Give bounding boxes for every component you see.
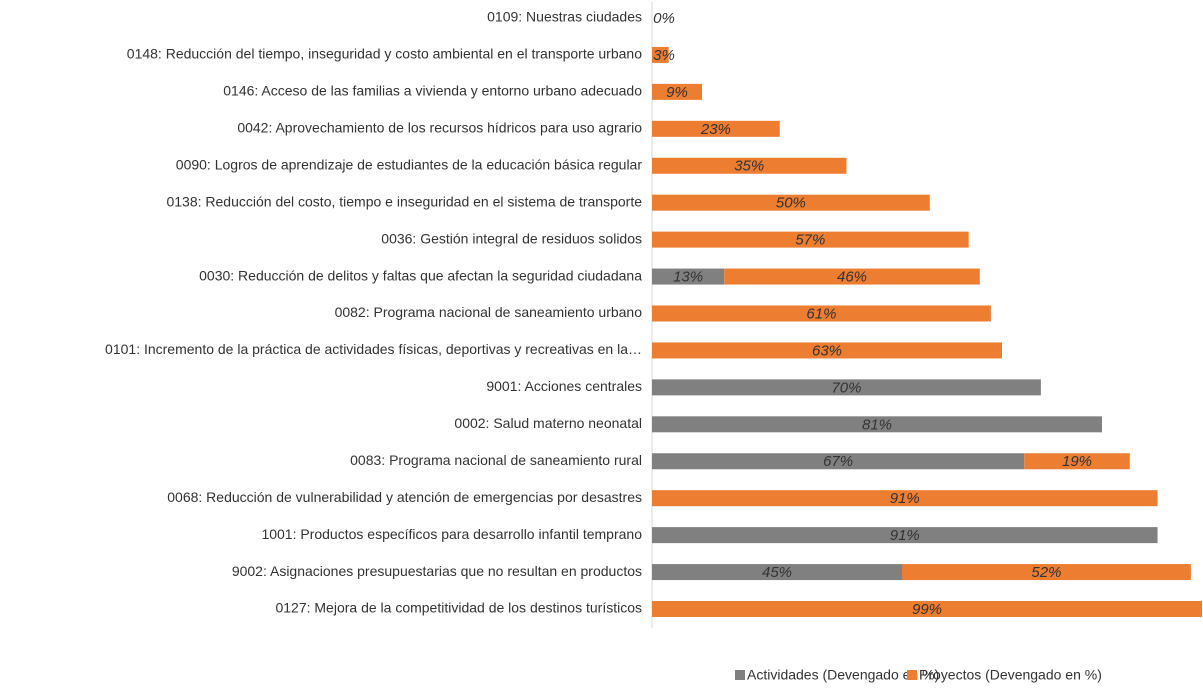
bar-segment [652,231,969,248]
category-label: 0127: Mejora de la competitividad de los… [275,600,642,616]
value-label: 13% [673,269,703,286]
category-label: 0082: Programa nacional de saneamiento u… [335,304,643,320]
bar-segment [652,157,847,174]
category-label: 0042: Aprovechamiento de los recursos hí… [237,120,642,136]
bar-segment [724,268,980,285]
value-label: 9% [666,84,688,101]
category-label: 0002: Salud materno neonatal [454,415,642,431]
bar-segment [1024,453,1130,470]
bar-segment [652,46,669,63]
category-label: 0148: Reducción del tiempo, inseguridad … [127,46,642,62]
value-label: 61% [806,305,836,322]
bar-segment [652,305,991,322]
value-label: 0% [653,10,675,27]
bar-segment [652,601,1202,617]
category-label: 0101: Incremento de la práctica de activ… [105,341,642,357]
bar-segment [652,194,930,211]
value-label: 67% [823,453,853,470]
category-label: 9001: Acciones centrales [486,378,642,394]
category-label: 0109: Nuestras ciudades [487,9,642,25]
bar-segment [902,564,1191,581]
value-label: 81% [862,416,892,433]
category-label: 0146: Acceso de las familias a vivienda … [223,83,642,99]
bar-segment [652,268,725,285]
category-label: 0090: Logros de aprendizaje de estudiant… [176,156,643,172]
bar-segment [652,564,902,581]
category-label: 0138: Reducción del costo, tiempo e inse… [166,193,642,209]
legend-label: Actividades (Devengado en %) [747,667,939,683]
value-label: 35% [734,158,764,175]
value-label: 70% [831,379,861,396]
value-label: 91% [890,490,920,507]
value-label: 19% [1062,453,1092,470]
bar-segment [652,120,780,137]
value-label: 63% [812,342,842,359]
legend-swatch [907,670,917,680]
value-label: 57% [795,232,825,249]
value-label: 46% [837,269,867,286]
bar-segment [652,379,1041,396]
category-label: 0036: Gestión integral de residuos solid… [381,230,642,246]
bar-segment [652,83,702,100]
bar-segment [652,453,1025,470]
value-label: 52% [1031,564,1061,581]
category-label: 0083: Programa nacional de saneamiento r… [350,452,642,468]
category-label: 0030: Reducción de delitos y faltas que … [199,267,642,283]
category-label: 9002: Asignaciones presupuestarias que n… [232,563,642,579]
bar-segment [652,416,1102,433]
legend-label: Proyectos (Devengado en %) [919,667,1102,683]
value-label: 50% [776,195,806,212]
value-label: 99% [912,601,942,618]
bar-segment [652,527,1158,544]
legend-swatch [735,670,745,680]
value-label: 23% [700,121,731,138]
category-label: 0068: Reducción de vulnerabilidad y aten… [167,489,642,505]
value-label: 45% [762,564,792,581]
category-label: 1001: Productos específicos para desarro… [261,526,642,542]
bar-segment [652,342,1002,359]
value-label: 3% [653,47,675,64]
value-label: 91% [890,527,920,544]
bar-segment [652,490,1158,507]
